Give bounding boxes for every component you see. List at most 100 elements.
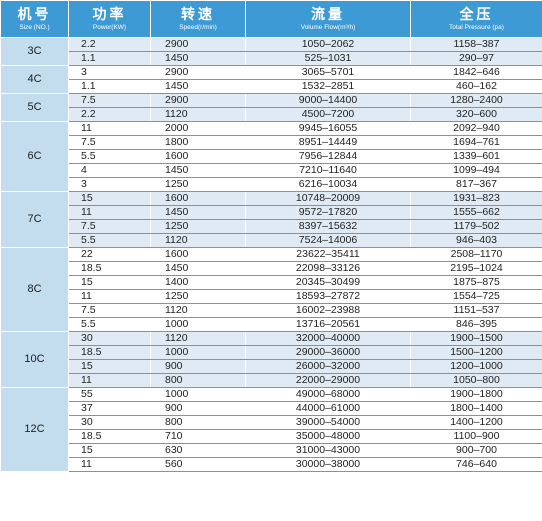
pressure-cell: 846–395 xyxy=(410,317,542,332)
pressure-cell: 1099–494 xyxy=(410,163,542,178)
pressure-cell: 1931–823 xyxy=(410,191,542,206)
table-row: 30 800 39000–54000 1400–1200 xyxy=(1,415,542,430)
flow-cell: 8397–15632 xyxy=(245,219,411,234)
power-cell: 5.5 xyxy=(68,149,151,164)
speed-cell: 1600 xyxy=(150,247,246,262)
speed-cell: 2000 xyxy=(150,121,246,136)
pressure-cell: 460–162 xyxy=(410,79,542,94)
pressure-cell: 1100–900 xyxy=(410,429,542,444)
table-row: 15 900 26000–32000 1200–1000 xyxy=(1,359,542,374)
pressure-cell: 746–640 xyxy=(410,457,542,472)
table-row: 11 800 22000–29000 1050–800 xyxy=(1,373,542,388)
model-cell: 4C xyxy=(0,65,69,94)
model-cell: 12C xyxy=(0,387,69,472)
power-cell: 5.5 xyxy=(68,233,151,248)
table-row: 15 1400 20345–30499 1875–875 xyxy=(1,275,542,290)
pressure-cell: 1555–662 xyxy=(410,205,542,220)
flow-cell: 525–1031 xyxy=(245,51,411,66)
table-row: 5.5 1120 7524–14006 946–403 xyxy=(1,233,542,248)
pressure-cell: 2092–940 xyxy=(410,121,542,136)
pressure-cell: 2508–1170 xyxy=(410,247,542,262)
pressure-cell: 1800–1400 xyxy=(410,401,542,416)
power-cell: 15 xyxy=(68,359,151,374)
flow-cell: 7210–11640 xyxy=(245,163,411,178)
pressure-cell: 1875–875 xyxy=(410,275,542,290)
flow-cell: 30000–38000 xyxy=(245,457,411,472)
flow-cell: 9945–16055 xyxy=(245,121,411,136)
power-cell: 11 xyxy=(68,373,151,388)
flow-cell: 26000–32000 xyxy=(245,359,411,374)
power-cell: 7.5 xyxy=(68,303,151,318)
table-row: 6C 11 2000 9945–16055 2092–940 xyxy=(0,121,542,192)
speed-cell: 1000 xyxy=(150,345,246,360)
flow-cell: 22098–33126 xyxy=(245,261,411,276)
model-cell: 6C xyxy=(0,121,69,192)
pressure-cell: 1500–1200 xyxy=(410,345,542,360)
pressure-cell: 1900–1800 xyxy=(410,387,542,402)
power-cell: 3 xyxy=(68,177,151,192)
table-row: 7C 15 1600 10748–20009 1931–823 xyxy=(0,191,542,248)
header-pressure: 全压 Total Pressure (pa) xyxy=(410,0,542,38)
header-flow: 流量 Volume Flow(m³/h) xyxy=(245,0,411,38)
flow-cell: 18593–27872 xyxy=(245,289,411,304)
model-cell: 3C xyxy=(0,37,69,66)
flow-cell: 7524–14006 xyxy=(245,233,411,248)
header-power-cn: 功率 xyxy=(92,6,127,22)
power-cell: 11 xyxy=(68,289,151,304)
power-cell: 55 xyxy=(68,387,151,402)
header-pressure-en: Total Pressure (pa) xyxy=(449,24,504,31)
model-cell: 10C xyxy=(0,331,69,388)
power-cell: 11 xyxy=(68,121,151,136)
speed-cell: 1120 xyxy=(150,107,246,122)
speed-cell: 710 xyxy=(150,429,246,444)
flow-cell: 31000–43000 xyxy=(245,443,411,458)
table-row: 4 1450 7210–11640 1099–494 xyxy=(1,163,542,178)
flow-cell: 6216–10034 xyxy=(245,177,411,192)
table-header: 机号 Size (NO.) 功率 Power(KW) 转速 Speed(r/mi… xyxy=(0,0,542,38)
speed-cell: 1000 xyxy=(150,387,246,402)
pressure-cell: 1179–502 xyxy=(410,219,542,234)
speed-cell: 1450 xyxy=(150,163,246,178)
flow-cell: 29000–36000 xyxy=(245,345,411,360)
speed-cell: 1600 xyxy=(150,191,246,206)
table-row: 18.5 710 35000–48000 1100–900 xyxy=(1,429,542,444)
header-pressure-cn: 全压 xyxy=(459,6,494,22)
flow-cell: 44000–61000 xyxy=(245,401,411,416)
table-row: 5C 7.5 2900 9000–14400 1280–2400 xyxy=(0,93,542,122)
speed-cell: 2900 xyxy=(150,93,246,108)
model-cell: 8C xyxy=(0,247,69,332)
power-cell: 7.5 xyxy=(68,219,151,234)
flow-cell: 39000–54000 xyxy=(245,415,411,430)
power-cell: 7.5 xyxy=(68,135,151,150)
table-row: 15 630 31000–43000 900–700 xyxy=(1,443,542,458)
fan-spec-table: 机号 Size (NO.) 功率 Power(KW) 转速 Speed(r/mi… xyxy=(0,0,542,472)
table-body: 3C 2.2 2900 1050–2062 1158–387 1.1 1450 525–103… xyxy=(0,37,542,472)
pressure-cell: 290–97 xyxy=(410,51,542,66)
table-row: 12C 55 1000 49000–68000 1900–1800 xyxy=(0,387,542,472)
table-row: 1.1 1450 1532–2851 460–162 xyxy=(1,79,542,94)
pressure-cell: 1280–2400 xyxy=(410,93,542,108)
table-row: 2.2 1120 4500–7200 320–600 xyxy=(1,107,542,122)
flow-cell: 32000–40000 xyxy=(245,331,411,346)
power-cell: 2.2 xyxy=(68,37,151,52)
speed-cell: 900 xyxy=(150,401,246,416)
power-cell: 18.5 xyxy=(68,429,151,444)
speed-cell: 1400 xyxy=(150,275,246,290)
flow-cell: 9000–14400 xyxy=(245,93,411,108)
speed-cell: 800 xyxy=(150,415,246,430)
speed-cell: 1450 xyxy=(150,261,246,276)
pressure-cell: 1151–537 xyxy=(410,303,542,318)
pressure-cell: 946–403 xyxy=(410,233,542,248)
pressure-cell: 1158–387 xyxy=(410,37,542,52)
speed-cell: 1600 xyxy=(150,149,246,164)
power-cell: 11 xyxy=(68,457,151,472)
pressure-cell: 1400–1200 xyxy=(410,415,542,430)
power-cell: 3 xyxy=(68,65,151,80)
flow-cell: 1050–2062 xyxy=(245,37,411,52)
header-row: 机号 Size (NO.) 功率 Power(KW) 转速 Speed(r/mi… xyxy=(0,0,542,38)
table-row: 11 560 30000–38000 746–640 xyxy=(1,457,542,472)
table-row: 5.5 1600 7956–12844 1339–601 xyxy=(1,149,542,164)
power-cell: 11 xyxy=(68,205,151,220)
pressure-cell: 1842–646 xyxy=(410,65,542,80)
table-row: 11 1450 9572–17820 1555–662 xyxy=(1,205,542,220)
